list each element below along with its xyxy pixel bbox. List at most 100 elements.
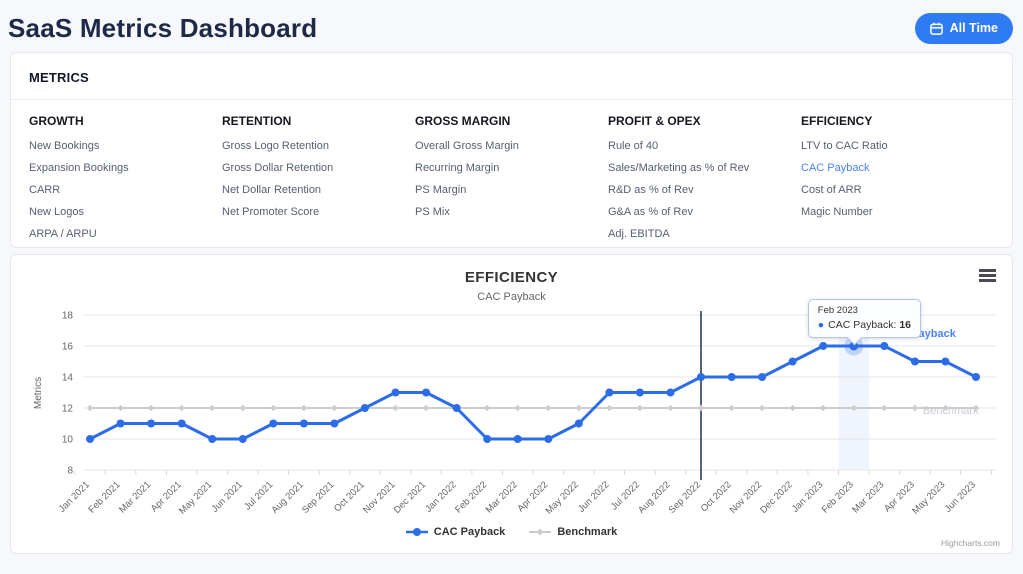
benchmark-marker xyxy=(850,404,857,412)
cac-payback-point[interactable] xyxy=(972,373,980,381)
x-axis-tick-label: Jun 2023 xyxy=(943,479,978,514)
metric-item-arpa-arpu[interactable]: ARPA / ARPU xyxy=(29,227,97,240)
metric-item-new-logos[interactable]: New Logos xyxy=(29,205,85,218)
x-axis-tick-label: Jun 2021 xyxy=(209,479,244,514)
benchmark-marker xyxy=(972,404,980,412)
benchmark-marker xyxy=(331,404,338,412)
metric-item-expansion-bookings[interactable]: Expansion Bookings xyxy=(29,161,129,174)
metric-item-carr[interactable]: CARR xyxy=(29,183,61,196)
metrics-panel-title: METRICS xyxy=(11,53,1012,100)
time-range-label: All Time xyxy=(949,21,998,35)
metrics-column-header: RETENTION xyxy=(222,114,292,128)
cac-payback-point[interactable] xyxy=(819,342,828,350)
cac-payback-point[interactable] xyxy=(391,388,400,397)
cac-payback-point[interactable] xyxy=(269,419,278,428)
metric-item-new-bookings[interactable]: New Bookings xyxy=(29,140,100,152)
metric-item-cost-of-arr[interactable]: Cost of ARR xyxy=(801,183,862,196)
benchmark-marker xyxy=(728,404,735,412)
page-header: SaaS Metrics Dashboard All Time xyxy=(0,0,1023,52)
benchmark-marker xyxy=(881,404,888,412)
cac-payback-point[interactable] xyxy=(574,419,583,428)
metric-item-ltv-to-cac-ratio[interactable]: LTV to CAC Ratio xyxy=(801,140,888,152)
cac-payback-point[interactable] xyxy=(758,373,767,381)
cac-payback-point[interactable] xyxy=(849,341,859,351)
benchmark-marker xyxy=(758,404,766,412)
y-axis-tick-label: 10 xyxy=(62,435,74,446)
metric-item-gross-dollar-retention[interactable]: Gross Dollar Retention xyxy=(222,161,334,174)
x-axis-tick-label: Dec 2021 xyxy=(392,479,429,516)
metric-item-g-a-as-of-rev[interactable]: G&A as % of Rev xyxy=(608,205,693,218)
cac-payback-point[interactable] xyxy=(238,435,247,443)
cac-payback-point[interactable] xyxy=(666,388,675,397)
y-axis-tick-label: 18 xyxy=(62,311,74,322)
metric-item-sales-marketing-as-of-rev[interactable]: Sales/Marketing as % of Rev xyxy=(608,161,750,174)
cac-payback-point[interactable] xyxy=(635,388,644,397)
x-axis-tick-label: Mar 2022 xyxy=(484,479,520,515)
cac-payback-point[interactable] xyxy=(788,357,797,366)
x-axis-tick-label: Feb 2021 xyxy=(86,479,122,515)
cac-payback-point[interactable] xyxy=(910,357,919,366)
x-axis-tick-label: Aug 2021 xyxy=(269,479,306,516)
benchmark-marker xyxy=(636,404,644,412)
benchmark-marker xyxy=(575,404,582,412)
metrics-column-profit-opex: PROFIT & OPEX Rule of 40 Sales/Marketing a… xyxy=(608,114,801,249)
benchmark-marker xyxy=(545,404,552,412)
x-axis-tick-label: May 2022 xyxy=(544,479,581,516)
metric-item-cac-payback[interactable]: CAC Payback xyxy=(801,161,870,174)
x-axis-tick-label: Nov 2021 xyxy=(361,479,398,516)
cac-payback-point[interactable] xyxy=(605,388,614,397)
metric-item-ps-margin[interactable]: PS Margin xyxy=(415,183,467,196)
cac-payback-point[interactable] xyxy=(727,373,736,381)
cac-payback-point[interactable] xyxy=(360,404,369,412)
x-axis-tick-label: Jun 2022 xyxy=(576,479,611,514)
metric-item-gross-logo-retention[interactable]: Gross Logo Retention xyxy=(222,140,330,152)
x-axis-tick-label: Aug 2022 xyxy=(636,479,673,516)
metric-item-r-d-as-of-rev[interactable]: R&D as % of Rev xyxy=(608,183,694,196)
cac-payback-point[interactable] xyxy=(513,435,522,443)
cac-payback-point[interactable] xyxy=(116,419,125,428)
metric-item-rule-of-40[interactable]: Rule of 40 xyxy=(608,140,659,152)
y-axis-tick-label: 14 xyxy=(62,373,74,384)
metric-item-net-promoter-score[interactable]: Net Promoter Score xyxy=(222,205,320,218)
x-axis-tick-label: Feb 2022 xyxy=(453,479,489,515)
cac-payback-point[interactable] xyxy=(177,419,186,428)
metrics-panel: METRICS GROWTH New Bookings Expansion Book… xyxy=(10,52,1013,248)
metrics-column-header: GROSS MARGIN xyxy=(415,114,511,128)
cac-payback-point[interactable] xyxy=(208,435,217,443)
metric-item-magic-number[interactable]: Magic Number xyxy=(801,205,873,218)
calendar-icon xyxy=(929,22,943,35)
cac-payback-point[interactable] xyxy=(452,404,461,412)
tooltip-series: CAC Payback: xyxy=(828,319,897,331)
legend-item-cac-payback[interactable]: CAC Payback xyxy=(405,526,506,538)
benchmark-marker xyxy=(789,404,796,412)
chart-credits: Highcharts.com xyxy=(940,538,1000,548)
cac-payback-point[interactable] xyxy=(483,435,492,443)
cac-payback-point[interactable] xyxy=(422,388,431,397)
cac-payback-point[interactable] xyxy=(544,435,553,443)
cac-payback-point[interactable] xyxy=(880,342,889,350)
benchmark-marker xyxy=(484,404,491,412)
tooltip-value-row: ● CAC Payback: 16 xyxy=(818,319,911,331)
chart-menu-icon[interactable] xyxy=(979,269,996,284)
time-range-button[interactable]: All Time xyxy=(914,12,1013,44)
metric-item-recurring-margin[interactable]: Recurring Margin xyxy=(415,161,500,174)
legend-item-benchmark[interactable]: Benchmark xyxy=(529,526,617,538)
x-axis-tick-label: May 2023 xyxy=(910,479,947,516)
y-axis-tick-label: 12 xyxy=(62,404,74,415)
metric-item-overall-gross-margin[interactable]: Overall Gross Margin xyxy=(415,140,519,152)
cac-payback-point[interactable] xyxy=(941,357,950,366)
cac-payback-point[interactable] xyxy=(330,419,339,428)
cac-payback-point[interactable] xyxy=(147,419,156,428)
chart-title: EFFICIENCY xyxy=(464,269,559,286)
x-axis-tick-label: Jan 2022 xyxy=(423,479,458,514)
legend-label: CAC Payback xyxy=(433,526,506,538)
metric-item-adj-ebitda[interactable]: Adj. EBITDA xyxy=(608,227,670,240)
metric-item-net-dollar-retention[interactable]: Net Dollar Retention xyxy=(222,183,322,196)
metric-item-ps-mix[interactable]: PS Mix xyxy=(415,205,450,218)
cac-payback-point[interactable] xyxy=(697,373,705,381)
cac-payback-point[interactable] xyxy=(299,419,308,428)
benchmark-marker xyxy=(300,404,308,412)
cac-payback-line xyxy=(89,344,977,441)
cac-payback-point[interactable] xyxy=(86,435,94,443)
